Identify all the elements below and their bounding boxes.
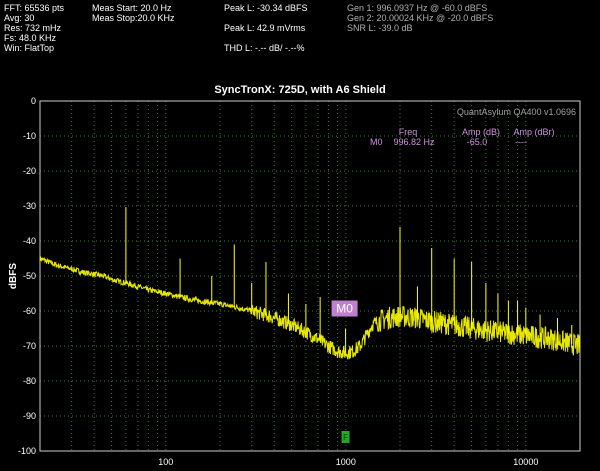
info-line: Avg: 30 xyxy=(4,13,35,23)
x-tick-labels: 100 1000 10000 xyxy=(158,457,538,467)
marker-header-freq: Freq xyxy=(399,127,418,137)
info-line: Meas Stop:20.0 KHz xyxy=(92,13,175,23)
marker-m0[interactable]: M0 F xyxy=(331,300,358,444)
y-tick-label: -10 xyxy=(23,131,36,141)
marker-flag-label: F xyxy=(343,433,348,442)
info-line: SNR L: -39.0 dB xyxy=(347,23,413,33)
y-axis-label: dBFS xyxy=(8,263,19,289)
info-line: Peak L: 42.9 mVrms xyxy=(224,23,306,33)
y-tick-label: 0 xyxy=(31,96,36,106)
marker-header-amp-dbr: Amp (dBr) xyxy=(513,127,554,137)
grid xyxy=(39,100,581,452)
chart-title: SyncTronX: 725D, with A6 Shield xyxy=(214,84,385,96)
fft-info-column: FFT: 65536 pts Avg: 30 Res: 732 mHz Fs: 48.… xyxy=(4,3,64,53)
peak-info-column: Peak L: -30.34 dBFS Peak L: 42.9 mVrms T… xyxy=(224,3,308,53)
y-tick-label: -70 xyxy=(23,341,36,351)
marker-row-amp-dbr: ---- xyxy=(515,137,527,147)
spectrum-trace xyxy=(39,207,581,360)
y-tick-label: -30 xyxy=(23,201,36,211)
marker-header-amp-db: Amp (dB) xyxy=(462,127,500,137)
marker-flag[interactable] xyxy=(341,431,350,443)
y-tick-labels: 0 -10 -20 -30 -40 -50 -60 -70 -80 -90 -100 xyxy=(18,96,36,456)
y-tick-label: -50 xyxy=(23,271,36,281)
info-line: Gen 1: 996.0937 Hz @ -60.0 dBFS xyxy=(347,3,488,13)
x-tick-label: 1000 xyxy=(336,457,356,467)
y-tick-label: -90 xyxy=(23,411,36,421)
info-line: Gen 2: 20.00024 KHz @ -20.0 dBFS xyxy=(347,13,494,23)
marker-row-name: M0 xyxy=(370,137,383,147)
info-line: FFT: 65536 pts xyxy=(4,3,65,13)
marker-layer[interactable]: M0 F xyxy=(331,300,358,444)
info-line: THD L: -.-- dB/ -.--% xyxy=(224,43,305,53)
plot-frame xyxy=(39,100,581,452)
info-line: Meas Start: 20.0 Hz xyxy=(92,3,172,13)
trace-line xyxy=(39,256,581,360)
y-tick-label: -40 xyxy=(23,236,36,246)
y-tick-label: -60 xyxy=(23,306,36,316)
info-line: Win: FlatTop xyxy=(4,43,55,53)
brand-label: QuantAsylum QA400 v1.0696 xyxy=(457,107,576,117)
y-tick-label: -20 xyxy=(23,166,36,176)
marker-table: Freq Amp (dB) Amp (dBr) M0 996.82 Hz -65… xyxy=(370,127,555,147)
info-line: Res: 732 mHz xyxy=(4,23,62,33)
x-tick-label: 100 xyxy=(158,457,173,467)
info-line: Fs: 48.0 KHz xyxy=(4,33,57,43)
x-tick-label: 10000 xyxy=(513,457,538,467)
marker-box xyxy=(331,300,358,317)
marker-label: M0 xyxy=(336,302,353,316)
y-tick-label: -80 xyxy=(23,376,36,386)
meas-range-column: Meas Start: 20.0 Hz Meas Stop:20.0 KHz xyxy=(92,3,175,23)
y-tick-label: -100 xyxy=(18,446,36,456)
generator-info-column: Gen 1: 996.0937 Hz @ -60.0 dBFS Gen 2: 20… xyxy=(347,3,493,33)
marker-row-freq: 996.82 Hz xyxy=(393,137,435,147)
marker-row-amp-db: -65.0 xyxy=(467,137,488,147)
info-line: Peak L: -30.34 dBFS xyxy=(224,3,308,13)
